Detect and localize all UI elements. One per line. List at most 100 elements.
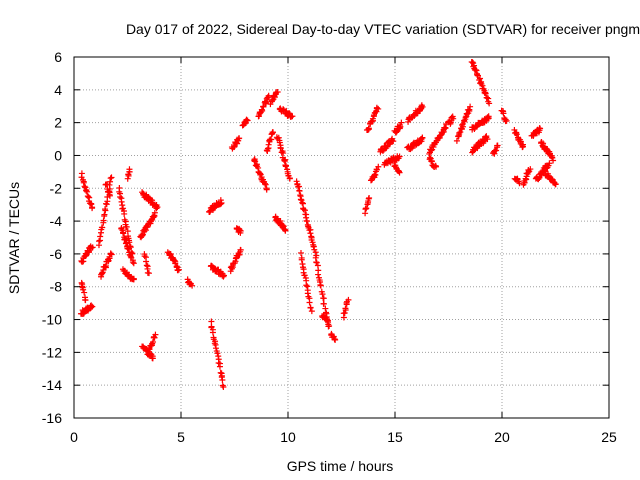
data-point-s0-g6-8 (106, 192, 113, 199)
data-point-s0-g0-18 (88, 201, 95, 208)
data-point-s0-g56-12 (517, 138, 524, 145)
data-point-s0-g44-8 (396, 169, 403, 176)
data-point-s0-g0-3 (79, 177, 86, 184)
data-point-s0-g33-11 (303, 282, 310, 289)
data-point-s0-g7-8 (120, 205, 127, 212)
data-point-s0-g15-2 (146, 346, 153, 353)
data-point-s0-g27-12 (269, 129, 276, 136)
y-tick-label: 6 (54, 49, 62, 65)
data-point-s0-g32-11 (299, 199, 306, 206)
data-point-s0-g20-17 (216, 363, 223, 370)
data-point-s0-g30-24 (286, 175, 293, 182)
data-point-s0-g0-8 (82, 184, 89, 191)
data-point-s0-g0-11 (84, 188, 91, 195)
data-point-s0-g46-28 (419, 135, 426, 142)
data-point-s0-g62-20 (552, 181, 559, 188)
data-point-s0-g40-11 (373, 166, 380, 173)
data-point-s0-g51-1 (469, 59, 476, 66)
data-point-s0-g19-24 (220, 272, 227, 279)
y-tick-label: -14 (42, 377, 62, 393)
data-point-s0-g14-20 (149, 353, 156, 360)
data-point-s0-g34-14 (320, 295, 327, 302)
data-point-s0-g18-24 (218, 199, 225, 206)
data-point-s0-g37-2 (341, 310, 348, 317)
data-point-s0-g30-14 (282, 156, 289, 163)
data-point-s0-g9-20 (130, 276, 137, 283)
data-point-s0-g41-6 (379, 147, 386, 154)
data-point-s0-g48-1 (427, 154, 434, 161)
data-point-s0-g15-11 (151, 334, 158, 341)
data-point-s0-g49-8 (450, 115, 457, 122)
y-tick-label: -16 (42, 410, 62, 426)
data-point-s0-g62-8 (545, 172, 552, 179)
data-point-s0-g13-1 (141, 253, 148, 260)
x-tick-label: 15 (387, 429, 403, 445)
data-point-s0-g43-3 (393, 129, 400, 136)
data-point-s0-g32-14 (300, 206, 307, 213)
data-point-s0-g4-24 (108, 174, 115, 181)
data-point-s0-g42-28 (396, 153, 403, 160)
data-point-s0-g20-10 (212, 345, 219, 352)
x-tick-label: 0 (70, 429, 78, 445)
data-point-s0-g22-8 (237, 229, 244, 236)
y-tick-label: -6 (50, 246, 63, 262)
data-point-s0-g31-24 (289, 113, 296, 120)
data-point-s0-g13-8 (145, 270, 152, 277)
y-tick-label: -8 (50, 279, 63, 295)
data-point-s0-g47-31 (442, 124, 449, 131)
data-point-s0-g13-4 (143, 262, 150, 269)
data-point-s0-g52-32 (485, 115, 492, 122)
data-point-s0-g33-0 (297, 249, 304, 256)
data-point-s0-g15-12 (152, 331, 159, 338)
data-point-s0-g54-5 (493, 147, 500, 154)
ticks-layer: 0 5 10 15 20 25 -16 -14 -12 -10 -8 -6 -4 -2 0 2 4 6 (42, 49, 617, 445)
data-point-s0-g33-2 (298, 256, 305, 263)
data-point-s0-g59-16 (537, 125, 544, 132)
data-point-s0-g20-2 (208, 323, 215, 330)
data-point-s0-g32-26 (307, 230, 314, 237)
data-point-s0-g35-12 (325, 321, 332, 328)
data-point-s0-g7-15 (123, 223, 130, 230)
data-point-s0-g5-3 (98, 270, 105, 277)
data-point-s0-g6-1 (103, 181, 110, 188)
data-point-s0-g32-20 (303, 218, 310, 225)
data-point-s0-g34-17 (322, 305, 329, 312)
data-point-s0-g43-12 (398, 119, 405, 126)
data-point-s0-g25-21 (262, 180, 269, 187)
data-point-s0-g32-10 (298, 197, 305, 204)
data-point-s0-g30-8 (278, 149, 285, 156)
data-point-s0-g8-20 (128, 254, 135, 261)
data-point-s0-g10-6 (126, 166, 133, 173)
data-point-s0-g33-14 (304, 290, 311, 297)
data-point-s0-g34-2 (313, 259, 320, 266)
data-point-s0-g34-12 (319, 291, 326, 298)
data-point-s0-g50-0 (453, 137, 460, 144)
data-point-s0-g33-8 (301, 272, 308, 279)
data-point-s0-g3-19 (88, 302, 95, 309)
data-point-s0-g4-22 (107, 178, 114, 185)
y-tick-label: 2 (54, 115, 62, 131)
data-point-s0-g41-24 (390, 138, 397, 145)
data-point-s0-g33-19 (307, 304, 314, 311)
data-point-s0-g11-28 (154, 204, 161, 211)
x-tick-label: 20 (494, 429, 510, 445)
data-point-s0-g50-24 (467, 103, 474, 110)
data-point-s0-g7-3 (117, 194, 124, 201)
data-point-s0-g38-8 (366, 194, 373, 201)
data-point-s0-g51-7 (472, 66, 479, 73)
data-point-s0-g29-20 (282, 227, 289, 234)
data-point-s0-g13-3 (143, 258, 150, 265)
data-point-s0-g5-20 (108, 251, 115, 258)
data-point-s0-g34-16 (320, 300, 327, 307)
data-point-s0-g0-20 (89, 205, 96, 212)
data-point-s0-g61-24 (550, 157, 557, 164)
data-point-s0-g39-4 (365, 125, 372, 132)
data-point-s0-g27-8 (268, 136, 275, 143)
data-point-s0-g32-6 (296, 187, 303, 194)
data-point-s0-g48-12 (433, 163, 440, 170)
data-point-s0-g20-22 (219, 377, 226, 384)
data-point-s0-g33-20 (308, 308, 315, 315)
data-point-s0-g8-4 (120, 230, 127, 237)
grid-layer (74, 57, 609, 418)
